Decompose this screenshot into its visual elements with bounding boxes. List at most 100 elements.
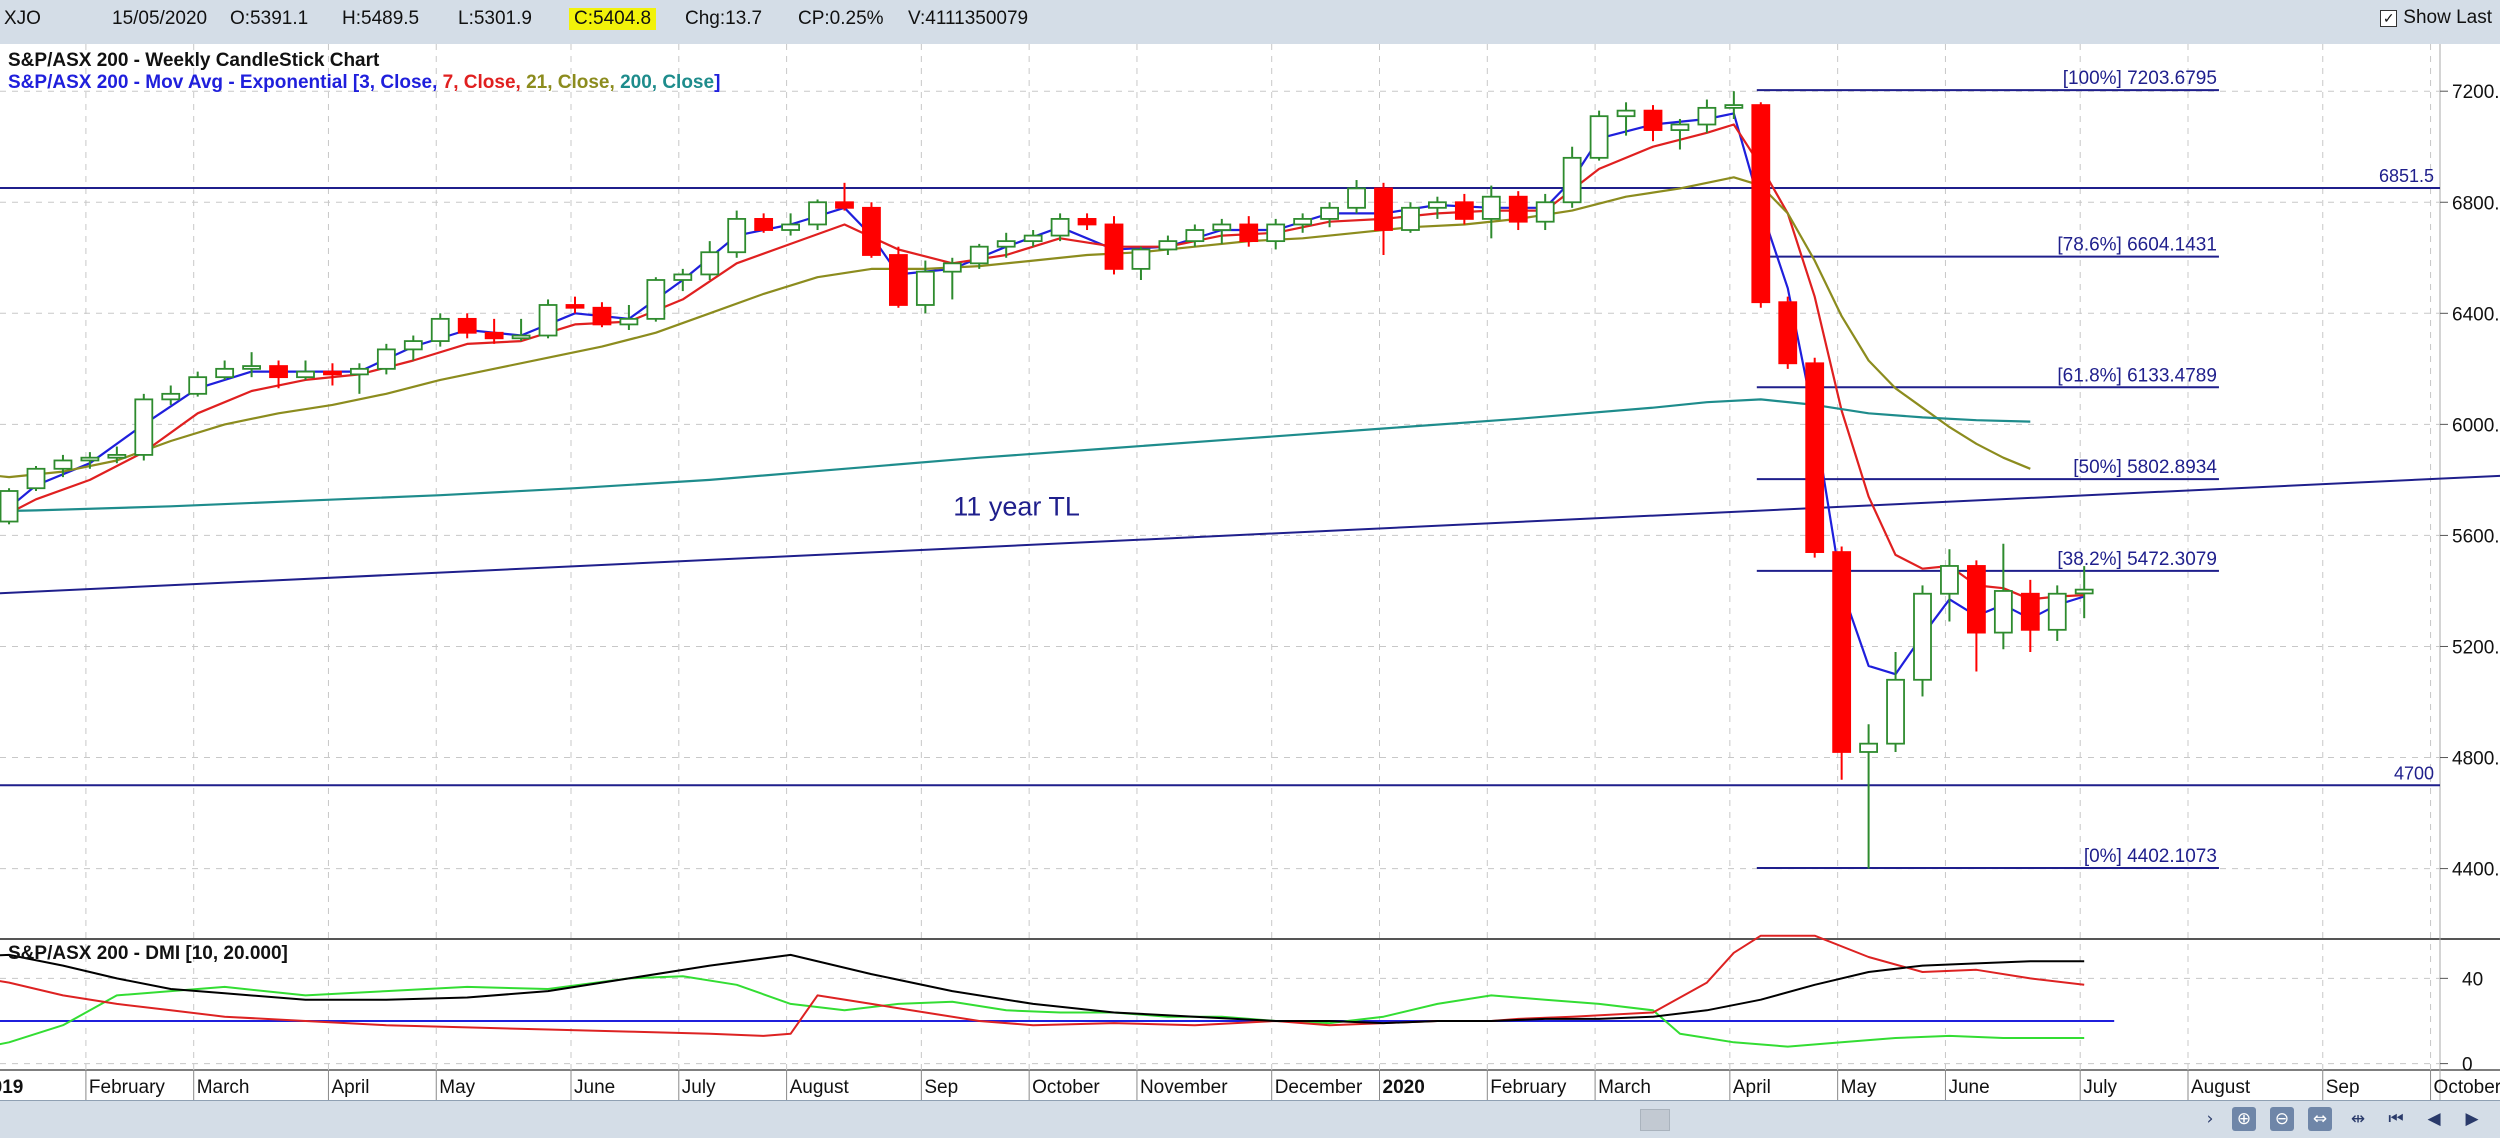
candle-body <box>1023 234 1043 243</box>
candle <box>1913 585 1932 697</box>
candle <box>1454 193 1474 225</box>
candle-body <box>161 392 181 401</box>
x-tick-label: 2019 <box>0 1077 23 1098</box>
ema-legend-item: 21, Close, <box>526 72 620 93</box>
candle-body <box>1670 123 1690 131</box>
candle <box>835 182 854 211</box>
candle <box>107 446 127 464</box>
fib-level-label: [38.2%] 5472.3079 <box>2057 549 2217 570</box>
candle <box>1347 180 1366 214</box>
candle-body <box>1751 104 1771 304</box>
next-icon[interactable]: ▶ <box>2465 1109 2479 1129</box>
symbol-label: XJO <box>4 8 41 29</box>
chart-title: S&P/ASX 200 - Weekly CandleStick Chart <box>8 50 380 71</box>
candle <box>2074 566 2094 619</box>
candle <box>1832 546 1852 780</box>
scroll-navigation-bar: › ⊕ ⊖ ⇔ ⇹ ⏮ ◀ ▶ <box>0 1100 2500 1138</box>
candle <box>1778 296 1798 369</box>
candle-body <box>565 304 585 309</box>
chart-area[interactable]: 2019 February March April May June July August S… <box>0 44 2500 1100</box>
fib-level-label: [78.6%] 6604.1431 <box>2057 235 2217 256</box>
horizontal-scroll-thumb[interactable] <box>1640 1109 1670 1131</box>
x-tick-label: May <box>439 1077 475 1098</box>
fit-icon[interactable]: ⇔ <box>2308 1107 2332 1131</box>
candle-body <box>1158 240 1178 251</box>
candle-body <box>1320 206 1339 220</box>
candle <box>1374 182 1393 256</box>
candle <box>80 452 100 469</box>
candle-body <box>1886 678 1905 745</box>
candle <box>484 318 504 344</box>
candle <box>862 202 881 258</box>
ema-legend: S&P/ASX 200 - Mov Avg - Exponential [3, … <box>8 72 720 93</box>
candle-body <box>1993 590 2013 634</box>
candle-body <box>403 340 423 351</box>
dmi-minus-line <box>0 934 2085 1037</box>
close-label: C:5404.8 <box>569 8 657 30</box>
candle-body <box>1212 223 1232 231</box>
candle <box>376 343 396 375</box>
candle <box>26 466 46 491</box>
candle <box>915 260 935 314</box>
candle-body <box>808 201 827 226</box>
candle <box>942 257 962 300</box>
dmi-y-tick-label: 0 <box>2462 1055 2473 1076</box>
previous-icon[interactable]: ◀ <box>2427 1109 2441 1129</box>
dmi-title: S&P/ASX 200 - DMI [10, 20.000] <box>8 943 288 964</box>
fib-level-label: [100%] 7203.6795 <box>2063 68 2217 89</box>
x-tick-label: November <box>1140 1077 1228 1098</box>
candle <box>565 296 585 314</box>
candle <box>457 313 477 339</box>
candle <box>781 213 800 236</box>
candle <box>1077 213 1097 231</box>
candle-body <box>2047 592 2067 631</box>
first-page-icon[interactable]: ⏮ <box>2388 1109 2404 1129</box>
candle-body <box>889 254 908 306</box>
trendline-label: 11 year TL <box>953 492 1080 522</box>
horizontal-level-label: 6851.5 <box>2379 166 2434 186</box>
candle-body <box>646 279 666 320</box>
zoom-out-icon[interactable]: ⊖ <box>2270 1107 2294 1131</box>
candle-body <box>1724 104 1744 109</box>
y-tick-label: 6000.000 <box>2452 415 2500 436</box>
x-tick-label: April <box>1733 1077 1771 1098</box>
candle-body <box>349 367 369 376</box>
ema-legend-prefix: S&P/ASX 200 - Mov Avg - Exponential [ <box>8 72 360 93</box>
adx-line <box>0 953 2085 1025</box>
candle <box>1535 193 1555 231</box>
candle-body <box>700 251 720 276</box>
candle-body <box>242 365 262 370</box>
candle <box>1428 196 1447 219</box>
fib-level-label: [61.8%] 6133.4789 <box>2057 365 2217 386</box>
y-tick-label: 5200.000 <box>2452 637 2500 658</box>
scroll-right-icon[interactable]: › <box>2206 1109 2214 1129</box>
x-tick-label: July <box>2083 1077 2117 1098</box>
candle <box>349 363 369 394</box>
x-tick-label: February <box>89 1077 166 1098</box>
show-last-toggle[interactable]: ✓ Show Last <box>2380 7 2492 29</box>
candle-body <box>1077 218 1097 226</box>
candle <box>1616 102 1636 136</box>
candle <box>323 363 342 386</box>
x-tick-label: June <box>574 1077 615 1098</box>
candle-body <box>2074 588 2094 595</box>
candle-body <box>538 304 558 337</box>
candle-body <box>1454 201 1474 220</box>
zoom-in-icon[interactable]: ⊕ <box>2232 1107 2256 1131</box>
show-last-checkbox[interactable]: ✓ <box>2380 9 2398 27</box>
candle-body <box>1347 187 1366 209</box>
x-tick-label: March <box>197 1077 250 1098</box>
ema-legend-item: 7, Close, <box>443 72 526 93</box>
candle-body <box>376 348 396 370</box>
candle <box>1508 191 1528 231</box>
candle-body <box>619 317 639 326</box>
candle-body <box>915 270 935 306</box>
candle <box>0 488 19 525</box>
candle-body <box>1616 109 1636 118</box>
x-tick-label: August <box>2191 1077 2251 1098</box>
candle <box>1239 216 1259 247</box>
expand-icon[interactable]: ⇹ <box>2350 1109 2366 1129</box>
candle <box>1670 118 1690 150</box>
candle-body <box>1266 223 1286 243</box>
candle <box>889 246 908 308</box>
